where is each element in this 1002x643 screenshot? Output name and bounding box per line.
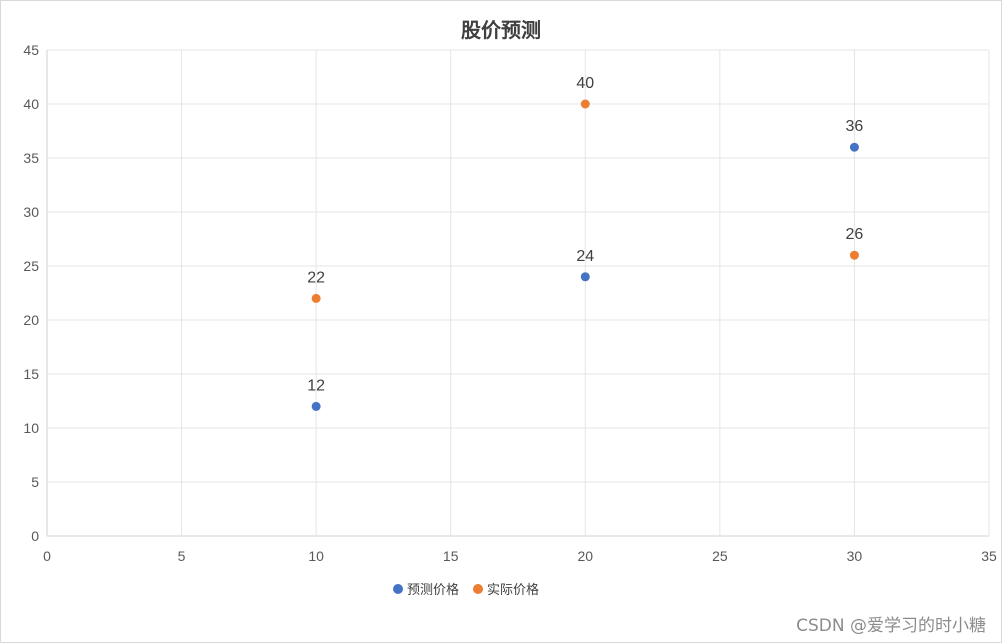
x-tick-label: 30 — [847, 548, 863, 564]
data-point — [580, 99, 590, 109]
data-label: 26 — [846, 226, 864, 243]
y-tick-label: 25 — [23, 258, 39, 274]
y-axis-tick-labels: 0 5 10 15 20 25 30 35 40 45 — [23, 42, 39, 544]
y-tick-label: 15 — [23, 366, 39, 382]
chart-title: 股价预测 — [461, 18, 541, 42]
y-tick-label: 45 — [23, 42, 39, 58]
x-tick-label: 35 — [981, 548, 997, 564]
data-label: 24 — [576, 248, 594, 265]
y-tick-label: 20 — [23, 312, 39, 328]
y-tick-label: 10 — [23, 420, 39, 436]
x-tick-label: 15 — [443, 548, 459, 564]
data-point — [849, 250, 859, 260]
data-label: 36 — [846, 118, 864, 135]
x-tick-label: 10 — [308, 548, 324, 564]
data-point — [311, 293, 321, 303]
x-tick-label: 5 — [178, 548, 186, 564]
legend: 预测价格 实际价格 — [393, 582, 539, 598]
y-tick-label: 5 — [31, 474, 39, 490]
x-tick-label: 25 — [712, 548, 728, 564]
legend-entry-label: 实际价格 — [487, 582, 539, 598]
x-axis-tick-labels: 0 5 10 15 20 25 30 35 — [43, 548, 997, 564]
legend-marker — [473, 584, 483, 594]
data-point — [311, 401, 321, 411]
legend-entry-label: 预测价格 — [407, 582, 459, 598]
data-label: 12 — [307, 377, 325, 394]
y-tick-label: 35 — [23, 150, 39, 166]
y-tick-label: 40 — [23, 96, 39, 112]
x-tick-label: 20 — [577, 548, 593, 564]
y-tick-label: 30 — [23, 204, 39, 220]
legend-marker — [393, 584, 403, 594]
data-points — [311, 99, 859, 411]
data-label: 40 — [576, 75, 594, 92]
data-labels: 12 24 36 22 40 26 — [307, 75, 863, 394]
y-tick-label: 0 — [31, 528, 39, 544]
x-tick-label: 0 — [43, 548, 51, 564]
data-point — [849, 142, 859, 152]
gridlines — [46, 49, 990, 537]
data-label: 22 — [307, 269, 325, 286]
watermark: CSDN @爱学习的时小糖 — [796, 616, 986, 636]
data-point — [580, 272, 590, 282]
